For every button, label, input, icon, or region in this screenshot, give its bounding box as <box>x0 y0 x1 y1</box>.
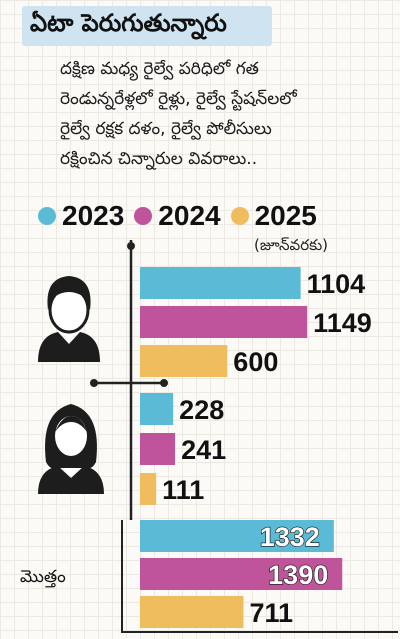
legend-label: 2024 <box>158 200 221 231</box>
data-label: 711 <box>249 598 293 628</box>
legend-label: 2025 <box>254 200 317 231</box>
bar-2023-1 <box>140 267 301 299</box>
bar-2025-3 <box>140 596 244 628</box>
subtitle-line: రైల్వే రక్షక దళం, రైల్వే పోలీసులు <box>60 119 272 139</box>
legend-note: (జూన్‌వరకు) <box>254 236 328 254</box>
bar-2023-3 <box>140 520 334 552</box>
subtitle-line: దక్షిణ మధ్య రైల్వే పరిధిలో గత <box>60 59 259 79</box>
bar-2023-2 <box>140 393 174 425</box>
chart-title: ఏటా పెరుగుతున్నారు <box>22 6 272 46</box>
legend-item-2025: 2025 <box>230 200 317 232</box>
boy-icon <box>38 276 100 362</box>
data-label: 1390 <box>268 560 328 590</box>
subtitle-line: రెండున్నరేళ్లలో రైళ్లు, రైల్వే స్టేషన్‌ల… <box>60 89 297 109</box>
separator-dot <box>160 379 168 387</box>
chart-axes: మొత్తం <box>20 240 398 633</box>
data-label: 241 <box>181 435 226 465</box>
data-label: 1332 <box>260 522 320 552</box>
legend-swatch-2024 <box>134 207 153 225</box>
legend-item-2023: 2023 <box>38 200 124 232</box>
bar-2024-1 <box>140 306 308 338</box>
chart-subtitle: దక్షిణ మధ్య రైల్వే పరిధిలో గత రెండున్నరే… <box>60 54 390 174</box>
total-bracket <box>121 520 398 633</box>
chart-bars: 1104 1149 600 228 241 111 1332 1390 711 <box>140 267 372 628</box>
data-label: 1104 <box>307 269 366 299</box>
axis-dot <box>127 242 135 250</box>
legend-swatch-2023 <box>38 207 56 225</box>
bar-2025-1 <box>140 345 228 377</box>
total-label: మొత్తం <box>20 567 66 588</box>
girl-icon <box>38 404 104 494</box>
legend-swatch-2025 <box>230 207 249 225</box>
bar-2024-3 <box>140 558 343 590</box>
data-label: 111 <box>162 475 204 505</box>
legend-item-2024: 2024 <box>134 200 221 232</box>
legend-label: 2023 <box>62 200 125 231</box>
bar-2025-2 <box>140 473 157 505</box>
data-label: 1149 <box>313 308 372 338</box>
data-label: 600 <box>233 347 278 377</box>
subtitle-line: రక్షించిన చిన్నారుల వివరాలు.. <box>60 149 258 169</box>
data-label: 228 <box>179 395 224 425</box>
bar-2024-2 <box>140 433 176 465</box>
chart-legend: 2023 2024 2025 <box>38 200 317 232</box>
separator-dot <box>90 379 98 387</box>
